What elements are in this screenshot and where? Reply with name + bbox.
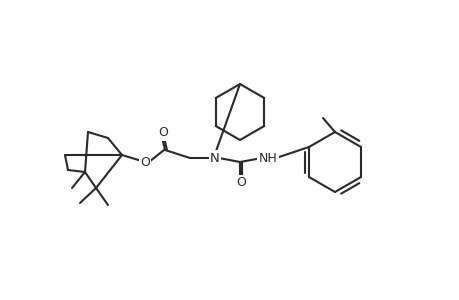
Text: N: N — [210, 152, 219, 164]
Text: NH: NH — [258, 152, 277, 164]
Text: O: O — [235, 176, 246, 190]
Text: O: O — [140, 155, 150, 169]
Text: O: O — [158, 127, 168, 140]
